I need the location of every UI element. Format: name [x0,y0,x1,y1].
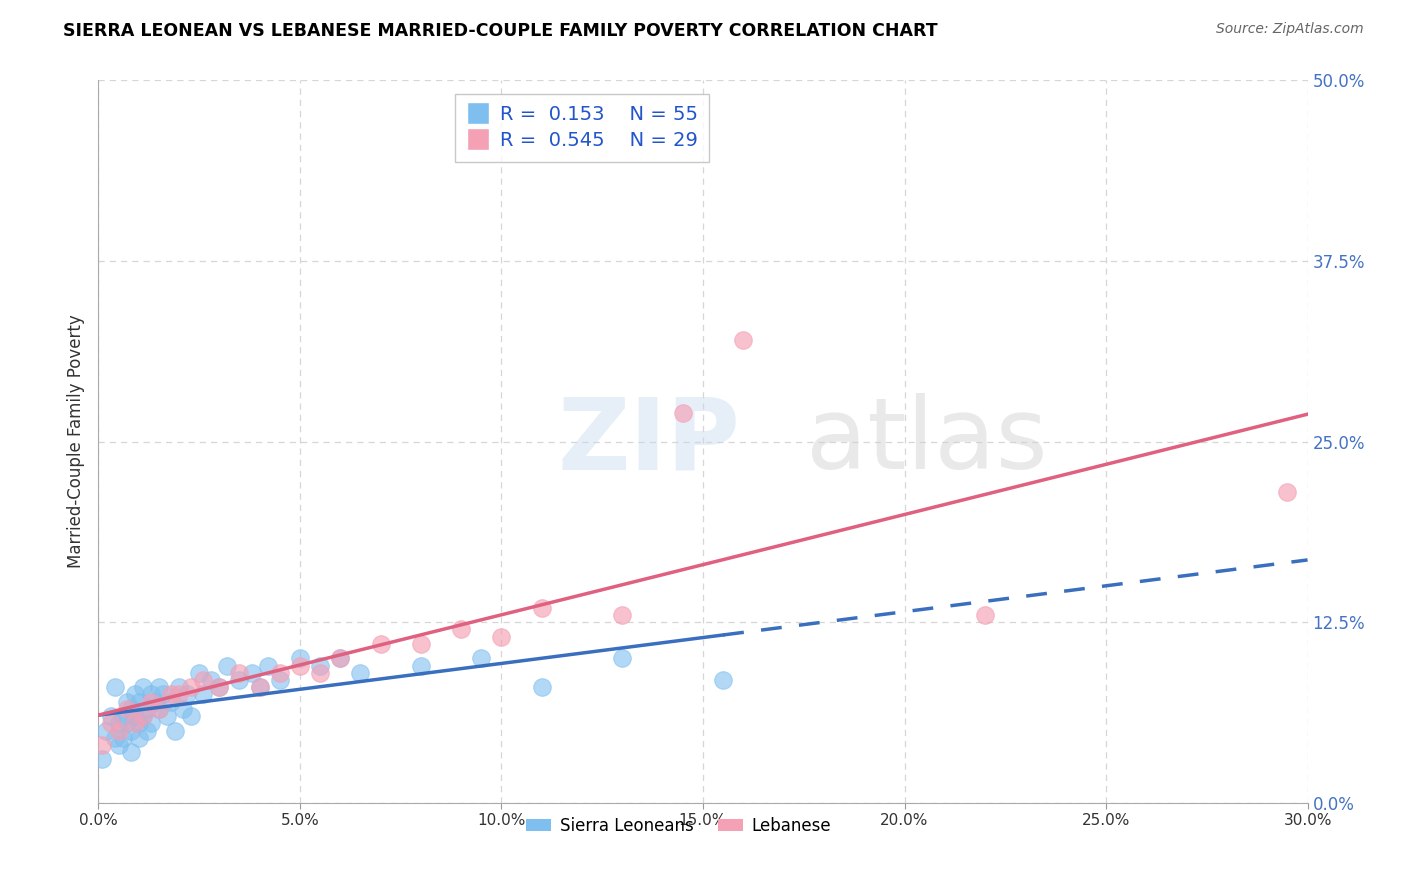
Point [143,695,166,709]
Point [249,680,271,694]
Y-axis label: Married-Couple Family Poverty: Married-Couple Family Poverty [66,315,84,568]
Point [115,702,138,716]
Point [172,702,194,716]
Point [107,716,129,731]
Point [269,673,291,687]
Point [128,716,150,731]
Point [349,665,371,680]
Point [128,695,150,709]
Point [612,607,634,622]
Point [672,406,695,420]
Point [111,731,134,745]
Point [208,680,231,694]
Point [309,665,332,680]
Point [470,651,492,665]
Point [148,680,170,694]
Point [193,673,215,687]
Point [160,695,183,709]
Point [163,723,186,738]
Point [120,702,142,716]
Point [156,709,179,723]
Point [180,680,202,694]
Point [249,680,271,694]
Point [217,658,239,673]
Text: ZIP: ZIP [558,393,741,490]
Point [124,709,146,723]
Point [111,709,134,723]
Point [612,651,634,665]
Point [530,680,553,694]
Point [409,637,432,651]
Point [115,695,138,709]
Point [107,723,129,738]
Text: Source: ZipAtlas.com: Source: ZipAtlas.com [1216,22,1364,37]
Point [124,716,146,731]
Point [124,687,146,701]
Point [974,607,997,622]
Point [228,673,250,687]
Text: atlas: atlas [806,393,1047,490]
Point [139,687,162,701]
Point [139,695,162,709]
Point [148,702,170,716]
Point [491,630,513,644]
Point [135,723,157,738]
Point [103,731,125,745]
Text: SIERRA LEONEAN VS LEBANESE MARRIED-COUPLE FAMILY POVERTY CORRELATION CHART: SIERRA LEONEAN VS LEBANESE MARRIED-COUPL… [63,22,938,40]
Point [288,658,311,673]
Point [167,680,190,694]
Point [240,665,263,680]
Point [200,673,222,687]
Point [132,680,155,694]
Point [107,738,129,752]
Point [256,658,278,673]
Point [135,702,157,716]
Point [167,687,190,701]
Point [188,665,211,680]
Point [132,709,155,723]
Point [193,687,215,701]
Point [128,731,150,745]
Point [120,745,142,759]
Point [450,623,472,637]
Point [409,658,432,673]
Point [309,658,332,673]
Point [329,651,352,665]
Point [115,716,138,731]
Point [288,651,311,665]
Point [120,723,142,738]
Legend: Sierra Leoneans, Lebanese: Sierra Leoneans, Lebanese [520,810,838,841]
Point [148,702,170,716]
Point [208,680,231,694]
Point [530,600,553,615]
Point [152,687,174,701]
Point [96,723,118,738]
Point [733,334,755,348]
Point [711,673,734,687]
Point [91,738,114,752]
Point [370,637,392,651]
Point [176,687,198,701]
Point [139,716,162,731]
Point [100,716,122,731]
Point [132,709,155,723]
Point [1277,485,1299,500]
Point [180,709,202,723]
Point [329,651,352,665]
Point [103,680,125,694]
Point [91,752,114,766]
Point [160,687,183,701]
Point [269,665,291,680]
Point [228,665,250,680]
Point [100,709,122,723]
